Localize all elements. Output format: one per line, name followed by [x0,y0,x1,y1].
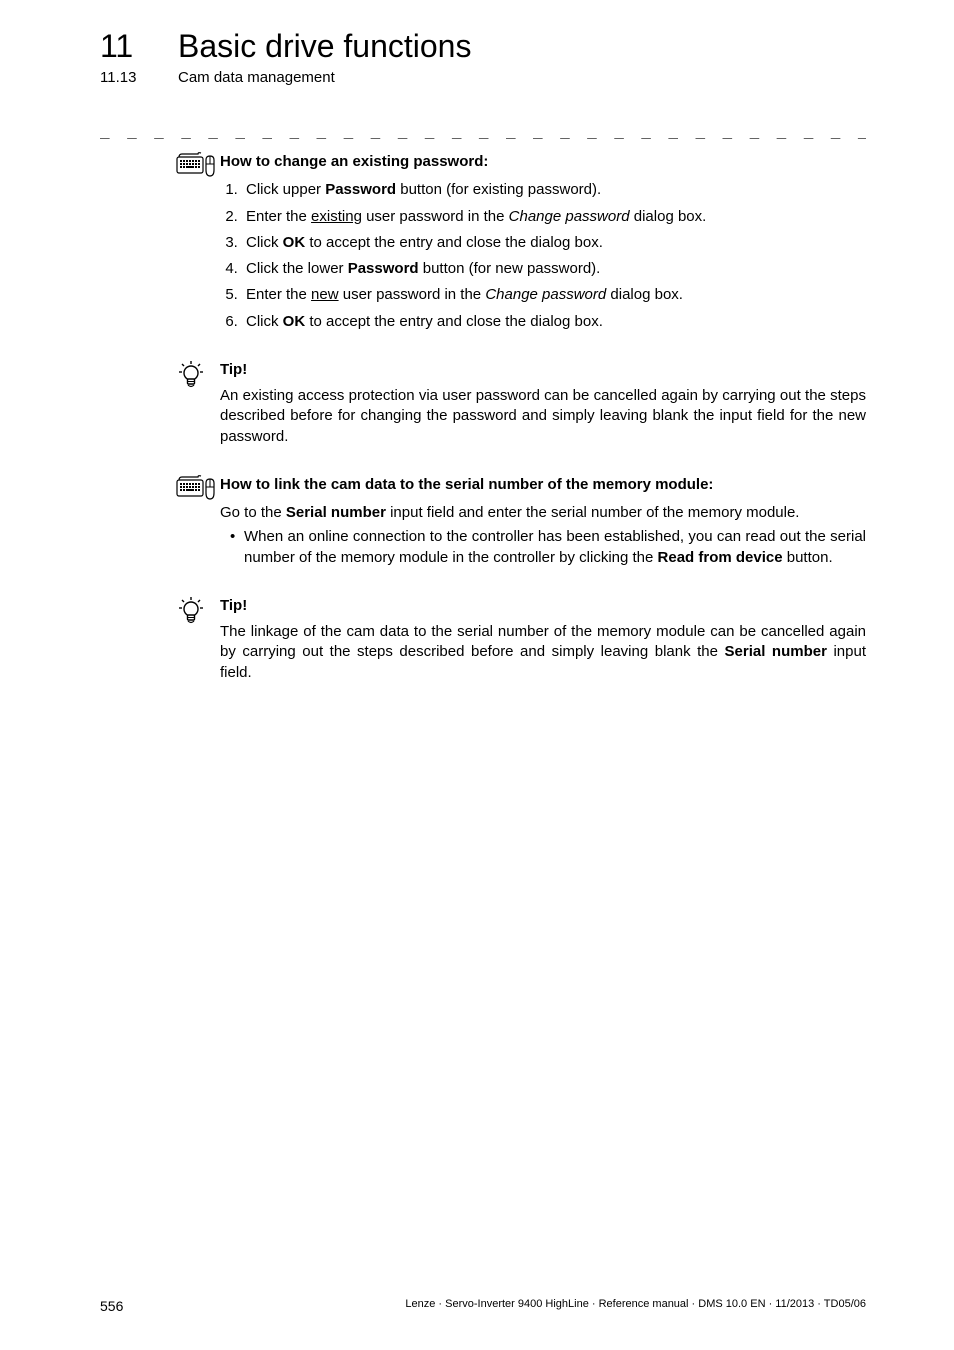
section-header: 11.13 Cam data management [100,69,866,86]
tip1-heading: Tip! [220,360,866,380]
tip2-heading: Tip! [220,596,866,616]
step-1: Click upper Password button (for existin… [242,180,866,200]
section-title: Cam data management [178,69,335,86]
howto-link-camdata: How to link the cam data to the serial n… [100,475,866,572]
tip2-body: The linkage of the cam data to the seria… [220,622,866,683]
icon-column [100,475,220,572]
chapter-header: 11 Basic drive functions [100,28,866,65]
step-2: Enter the existing user password in the … [242,207,866,227]
chapter-number: 11 [100,28,178,65]
lightbulb-tip-icon [176,596,206,626]
page: 11 Basic drive functions 11.13 Cam data … [0,0,954,1350]
tip1-block: Tip! An existing access protection via u… [100,360,866,447]
howto2-heading: How to link the cam data to the serial n… [220,475,866,495]
keyboard-mouse-icon [176,152,216,180]
chapter-title: Basic drive functions [178,28,471,65]
step-5: Enter the new user password in the Chang… [242,285,866,305]
step-3: Click OK to accept the entry and close t… [242,233,866,253]
icon-column [100,360,220,447]
separator-dashes: _ _ _ _ _ _ _ _ _ _ _ _ _ _ _ _ _ _ _ _ … [100,120,866,144]
tip1-body: An existing access protection via user p… [220,386,866,447]
icon-column [100,596,220,683]
page-number: 556 [100,1298,123,1314]
icon-column [100,152,220,338]
keyboard-mouse-icon [176,475,216,503]
tip2-block: Tip! The linkage of the cam data to the … [100,596,866,683]
howto1-heading: How to change an existing password: [220,152,866,172]
step-6: Click OK to accept the entry and close t… [242,312,866,332]
footer-imprint: Lenze · Servo-Inverter 9400 HighLine · R… [405,1298,866,1314]
section-number: 11.13 [100,69,178,86]
howto2-lead: Go to the Serial number input field and … [220,503,866,523]
page-footer: 556 Lenze · Servo-Inverter 9400 HighLine… [100,1298,866,1314]
howto2-bullet-1: When an online connection to the control… [234,527,866,568]
howto2-bullets: When an online connection to the control… [220,527,866,568]
lightbulb-tip-icon [176,360,206,390]
step-4: Click the lower Password button (for new… [242,259,866,279]
howto1-steps: Click upper Password button (for existin… [220,180,866,332]
howto-change-password: How to change an existing password: Clic… [100,152,866,338]
